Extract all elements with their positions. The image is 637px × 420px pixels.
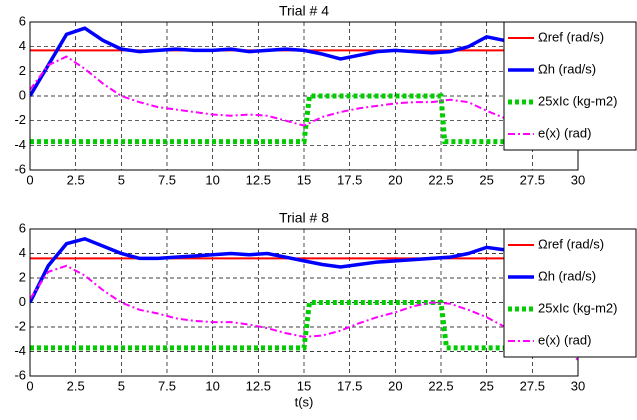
series-line: [30, 300, 578, 351]
x-tick-label: 20: [388, 172, 402, 187]
series-line: [30, 93, 578, 145]
y-tick-label: -4: [14, 343, 26, 358]
x-tick-label: 5: [118, 172, 125, 187]
y-tick-label: 6: [19, 220, 26, 235]
x-axis-label: t(s): [295, 394, 314, 409]
y-tick-label: -2: [14, 112, 26, 127]
x-tick-label: 7.5: [158, 378, 176, 393]
y-tick-label: -2: [14, 318, 26, 333]
y-tick-label: 6: [19, 13, 26, 28]
legend-label: e(x) (rad): [538, 332, 591, 347]
x-tick-label: 30: [571, 378, 585, 393]
x-tick-label: 22.5: [428, 172, 453, 187]
legend-label: Ωh (rad/s): [538, 268, 596, 283]
x-tick-label: 30: [571, 172, 585, 187]
legend-label: Ωh (rad/s): [538, 61, 596, 76]
x-tick-label: 12.5: [246, 378, 271, 393]
x-tick-label: 15: [297, 172, 311, 187]
x-tick-label: 17.5: [337, 378, 362, 393]
x-tick-label: 17.5: [337, 172, 362, 187]
y-tick-label: -6: [14, 161, 26, 176]
x-tick-label: 0: [26, 172, 33, 187]
x-tick-label: 0: [26, 378, 33, 393]
series-line: [30, 264, 578, 361]
chart-title: Trial # 8: [279, 210, 329, 226]
legend-label: 25xIc (kg-m2): [538, 93, 617, 108]
x-tick-label: 7.5: [158, 172, 176, 187]
series-line: [30, 236, 578, 304]
x-tick-label: 5: [118, 378, 125, 393]
y-tick-label: 4: [19, 38, 26, 53]
y-tick-label: 2: [19, 63, 26, 78]
x-tick-label: 25: [479, 378, 493, 393]
series-line: [30, 26, 578, 97]
y-tick-label: -6: [14, 367, 26, 382]
y-tick-label: 4: [19, 245, 26, 260]
x-tick-label: 22.5: [428, 378, 453, 393]
legend-box: [503, 21, 637, 151]
y-tick-label: 0: [19, 294, 26, 309]
chart-title: Trial # 4: [279, 3, 329, 19]
y-tick-label: 2: [19, 269, 26, 284]
y-tick-label: -4: [14, 137, 26, 152]
x-tick-label: 10: [205, 378, 219, 393]
x-tick-label: 27.5: [520, 378, 545, 393]
legend-label: e(x) (rad): [538, 125, 591, 140]
x-tick-label: 2.5: [67, 378, 85, 393]
legend-box: [503, 228, 637, 358]
legend-label: Ωref (rad/s): [538, 236, 604, 251]
x-tick-label: 15: [297, 378, 311, 393]
x-tick-label: 2.5: [67, 172, 85, 187]
legend-label: 25xIc (kg-m2): [538, 300, 617, 315]
legend-label: Ωref (rad/s): [538, 29, 604, 44]
x-tick-label: 25: [479, 172, 493, 187]
series-line: [30, 55, 578, 147]
x-tick-label: 27.5: [520, 172, 545, 187]
y-tick-label: 0: [19, 87, 26, 102]
x-tick-label: 12.5: [246, 172, 271, 187]
x-tick-label: 10: [205, 172, 219, 187]
x-tick-label: 20: [388, 378, 402, 393]
